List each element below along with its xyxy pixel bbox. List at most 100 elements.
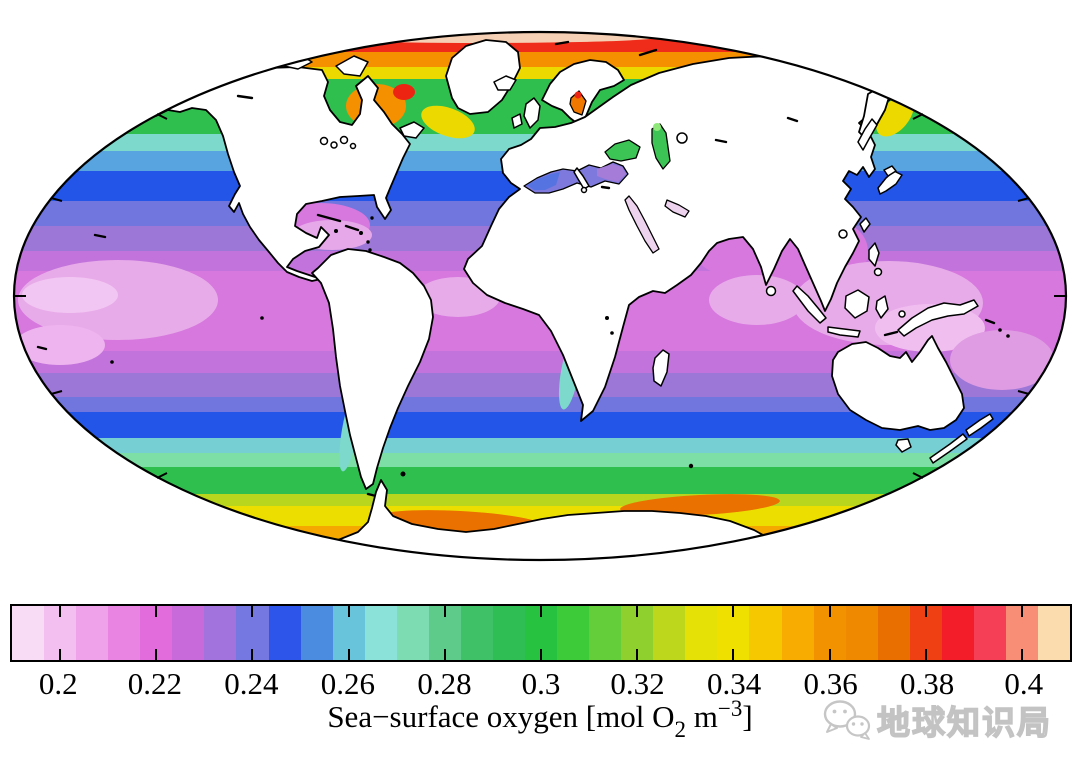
colorbar-segment — [364, 606, 397, 660]
colorbar-segment — [589, 606, 622, 660]
patch-south-pacific-light — [950, 330, 1054, 390]
island-falklands — [400, 471, 406, 477]
colorbar-segment — [492, 606, 525, 660]
island-marquesas — [36, 345, 48, 351]
island-new-zealand-north — [965, 413, 994, 437]
colorbar-tick-label: 0.4 — [1004, 666, 1044, 701]
caption-superscript: −3 — [717, 696, 743, 721]
colorbar-segment — [813, 606, 846, 660]
island-sri-lanka — [765, 285, 777, 297]
colorbar-tick-label: 0.24 — [224, 666, 279, 701]
continent-south-america — [311, 248, 434, 490]
red-sea — [624, 195, 660, 254]
baltic-sea — [569, 90, 587, 116]
colorbar-segment — [396, 606, 429, 660]
colorbar-segment — [557, 606, 590, 660]
watermark: 地球知识局 — [821, 696, 1052, 744]
island-puerto-rico — [359, 231, 363, 235]
lake-tanganyika — [610, 331, 614, 335]
island-kerguelen — [688, 463, 694, 469]
colorbar-tick-label: 0.2 — [38, 666, 78, 701]
island-japan — [877, 170, 903, 195]
colorbar-segment — [76, 606, 109, 660]
island-taiwan — [859, 217, 871, 233]
colorbar-segment — [44, 606, 77, 660]
caption-suffix: ] — [742, 699, 753, 734]
colorbar-segment — [12, 606, 45, 660]
aral-sea — [676, 132, 688, 144]
colorbar-segment — [268, 606, 301, 660]
ocean-band — [14, 453, 1066, 467]
island-sicily — [580, 186, 588, 194]
watermark-text: 地球知识局 — [876, 703, 1052, 741]
map-frame-ticks — [14, 113, 1066, 479]
island-sulawesi — [875, 295, 889, 319]
mediterranean-east-lobe — [597, 164, 626, 182]
lakes-and-small-islands — [36, 48, 1010, 469]
colorbar-segment — [172, 606, 205, 660]
island-fiji-1 — [998, 328, 1002, 332]
colorbar-segment — [1038, 606, 1071, 660]
island-hokkaido — [883, 165, 897, 177]
island-antilles-2 — [368, 248, 372, 252]
continent-north-america — [147, 66, 411, 282]
colorbar-tick-label: 0.32 — [610, 666, 665, 701]
island-antilles-1 — [366, 240, 370, 244]
ocean-band — [14, 67, 1066, 79]
lake-huron — [339, 135, 349, 145]
patch-s-greenland-yellow — [421, 105, 475, 139]
wechat-icon — [823, 700, 871, 740]
ocean-band — [14, 506, 1066, 526]
island-solomons — [984, 318, 996, 325]
colorbar-segment — [525, 606, 558, 660]
patch-eq-indian-light — [709, 275, 805, 325]
colorbar-caption: Sea−surface oxygen [mol O2 m−3] — [0, 696, 1080, 742]
colorbar-segment — [460, 606, 493, 660]
colorbar-segments — [12, 606, 1071, 660]
island-sakhalin — [857, 118, 878, 151]
island-moluccas — [898, 310, 906, 318]
island-galapagos — [260, 316, 264, 320]
colorbar-segment — [941, 606, 974, 660]
lake-michigan — [330, 141, 338, 149]
colorbar-tick-label: 0.26 — [320, 666, 376, 701]
region-scandinavia — [541, 59, 625, 125]
colorbar-segment — [300, 606, 333, 660]
ocean-band — [14, 438, 1066, 453]
mediterranean-west-lobe — [527, 172, 560, 190]
island-hispaniola — [344, 224, 360, 232]
island-madagascar — [652, 349, 670, 387]
colorbar-segment — [140, 606, 173, 660]
world-map — [12, 30, 1068, 562]
colorbar-segment — [108, 606, 141, 660]
caption-prefix: Sea−surface oxygen [mol O — [327, 699, 675, 734]
colorbar-segment — [236, 606, 269, 660]
colorbar-segment — [685, 606, 718, 660]
island-aleutians — [236, 94, 254, 100]
continent-antarctica — [261, 479, 801, 560]
colorbar-tick-label: 0.36 — [803, 666, 858, 701]
ocean-band — [14, 467, 1066, 494]
caspian-north-spot — [653, 123, 661, 131]
colorbar-segment — [781, 606, 814, 660]
baltic-north-spot — [574, 91, 582, 99]
island-cuba — [316, 213, 342, 223]
colorbar-tick-label: 0.38 — [900, 666, 955, 701]
island-new-guinea — [897, 299, 979, 337]
island-new-zealand-south — [929, 433, 968, 464]
island-hainan — [838, 229, 848, 239]
persian-gulf — [664, 199, 690, 218]
island-tuamotu — [110, 360, 114, 364]
island-great-britain — [523, 97, 541, 129]
caption-subscript: 2 — [674, 717, 687, 742]
lake-superior — [319, 136, 329, 146]
colorbar-segment — [717, 606, 750, 660]
continent-australia — [831, 335, 965, 431]
colorbar-segment — [428, 606, 461, 660]
island-baffin — [335, 55, 369, 77]
continents — [147, 39, 994, 560]
colorbar-tick-labels: 0.2 0.22 0.24 0.26 0.28 0.3 0.32 0.34 0.36 0.38 0.… — [0, 666, 1080, 702]
island-greenland — [445, 39, 521, 115]
colorbar-segment — [332, 606, 365, 660]
